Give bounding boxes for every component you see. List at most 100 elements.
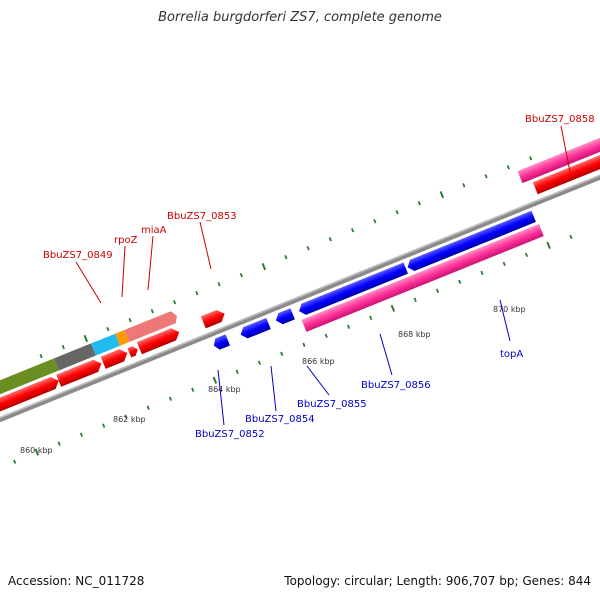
tick-mark bbox=[212, 376, 218, 384]
tick-mark bbox=[191, 387, 195, 392]
leader-line bbox=[121, 245, 126, 298]
gene-label-BbuZS7_0855: BbuZS7_0855 bbox=[297, 399, 367, 410]
leader-line bbox=[270, 365, 277, 412]
feature-gene-BbuZS7_0852 bbox=[213, 334, 230, 350]
gene-label-topA: topA bbox=[500, 349, 523, 360]
tick-mark bbox=[257, 360, 262, 365]
scale-labels: 860 kbp 862 kbp 864 kbp 866 kbp 868 kbp … bbox=[20, 305, 526, 455]
tick-mark bbox=[395, 210, 399, 215]
feature-gene-red bbox=[0, 376, 59, 427]
tick-mark bbox=[390, 304, 396, 312]
leader-line bbox=[560, 125, 571, 173]
tick-mark bbox=[195, 290, 199, 296]
tick-mark bbox=[102, 423, 106, 428]
leader-line bbox=[499, 299, 511, 342]
gene-label-BbuZS7_0852: BbuZS7_0852 bbox=[195, 429, 265, 440]
tick-mark bbox=[235, 369, 239, 374]
tick-mark bbox=[306, 246, 310, 251]
feature-gene-BbuZS7_0853 bbox=[200, 309, 225, 329]
scale-label: 860 kbp bbox=[20, 446, 53, 455]
tick-mark bbox=[34, 448, 40, 456]
tick-mark bbox=[261, 262, 267, 271]
tick-mark bbox=[458, 279, 462, 285]
feature-gene-red bbox=[136, 328, 180, 355]
tick-mark bbox=[217, 281, 221, 287]
tick-mark bbox=[172, 299, 177, 305]
tick-mark bbox=[502, 261, 506, 267]
tick-mark bbox=[569, 234, 573, 240]
tick-mark bbox=[61, 344, 65, 350]
tick-mark bbox=[83, 334, 89, 343]
tick-mark bbox=[124, 414, 128, 419]
leader-line bbox=[75, 261, 102, 304]
tick-mark bbox=[480, 270, 484, 276]
tick-mark bbox=[168, 396, 173, 401]
tick-mark bbox=[435, 288, 440, 294]
accession-text: Accession: NC_011728 bbox=[8, 574, 145, 588]
tick-mark bbox=[284, 254, 288, 260]
tick-mark bbox=[39, 353, 43, 359]
tick-mark bbox=[106, 326, 110, 332]
gene-label-rpoZ: rpoZ bbox=[114, 235, 138, 246]
leader-line bbox=[147, 235, 154, 291]
feature-gene-miaA bbox=[124, 311, 177, 343]
gene-label-miaA: miaA bbox=[141, 225, 167, 236]
tick-mark bbox=[239, 272, 243, 278]
forward-features bbox=[0, 137, 600, 427]
leader-line bbox=[379, 333, 393, 376]
genome-backbone bbox=[0, 71, 600, 526]
feature-gene-blue bbox=[299, 262, 408, 315]
reverse-gene-labels: BbuZS7_0852 BbuZS7_0854 BbuZS7_0855 BbuZ… bbox=[195, 299, 523, 440]
tick-mark bbox=[524, 252, 529, 258]
tick-mark bbox=[57, 441, 61, 446]
tick-mark bbox=[413, 297, 417, 303]
leader-line bbox=[199, 221, 212, 270]
scale-label: 868 kbp bbox=[398, 330, 431, 339]
feature-gene-red bbox=[56, 359, 102, 387]
scale-label: 870 kbp bbox=[493, 305, 526, 314]
tick-mark bbox=[79, 432, 84, 437]
gene-label-BbuZS7_0854: BbuZS7_0854 bbox=[245, 414, 315, 425]
genome-summary-text: Topology: circular; Length: 906,707 bp; … bbox=[284, 574, 591, 588]
tick-mark bbox=[529, 156, 533, 161]
tick-mark bbox=[417, 201, 421, 206]
forward-tick-row bbox=[39, 156, 533, 359]
feature-gene-orange bbox=[115, 329, 130, 346]
map-title: Borrelia burgdorferi ZS7, complete genom… bbox=[158, 10, 442, 25]
feature-gene-red bbox=[127, 346, 138, 358]
leader-line bbox=[306, 365, 330, 396]
tick-mark bbox=[351, 228, 355, 233]
feature-gene-red bbox=[532, 152, 600, 195]
tick-mark bbox=[439, 191, 445, 199]
backbone-highlight bbox=[0, 71, 600, 523]
scale-label: 862 kbp bbox=[113, 415, 146, 424]
scale-label: 866 kbp bbox=[302, 357, 335, 366]
tick-mark bbox=[373, 219, 377, 224]
feature-gene-gray bbox=[53, 343, 96, 371]
tick-mark bbox=[369, 315, 373, 320]
tick-mark bbox=[324, 333, 328, 338]
tick-mark bbox=[346, 324, 351, 329]
feature-gene-blue bbox=[407, 210, 536, 272]
gene-label-BbuZS7_0849: BbuZS7_0849 bbox=[43, 250, 113, 261]
forward-gene-labels: BbuZS7_0849 rpoZ miaA BbuZS7_0853 BbuZS7… bbox=[43, 114, 595, 304]
tick-mark bbox=[484, 174, 488, 179]
tick-mark bbox=[146, 405, 150, 410]
tick-mark bbox=[128, 317, 132, 323]
leader-line bbox=[217, 369, 225, 426]
tick-mark bbox=[546, 241, 551, 249]
reverse-tick-row bbox=[13, 234, 573, 464]
tick-mark bbox=[280, 351, 284, 356]
tick-mark bbox=[150, 308, 154, 314]
tick-mark bbox=[13, 459, 17, 464]
gene-label-BbuZS7_0856: BbuZS7_0856 bbox=[361, 380, 431, 391]
feature-gene-BbuZS7_0856 bbox=[301, 275, 416, 332]
feature-gene-rpoZ bbox=[91, 333, 121, 356]
feature-gene-topA bbox=[410, 223, 544, 288]
tick-mark bbox=[506, 165, 510, 170]
feature-gene-olive bbox=[0, 358, 59, 412]
tick-mark bbox=[302, 342, 306, 347]
tick-mark bbox=[462, 183, 466, 188]
